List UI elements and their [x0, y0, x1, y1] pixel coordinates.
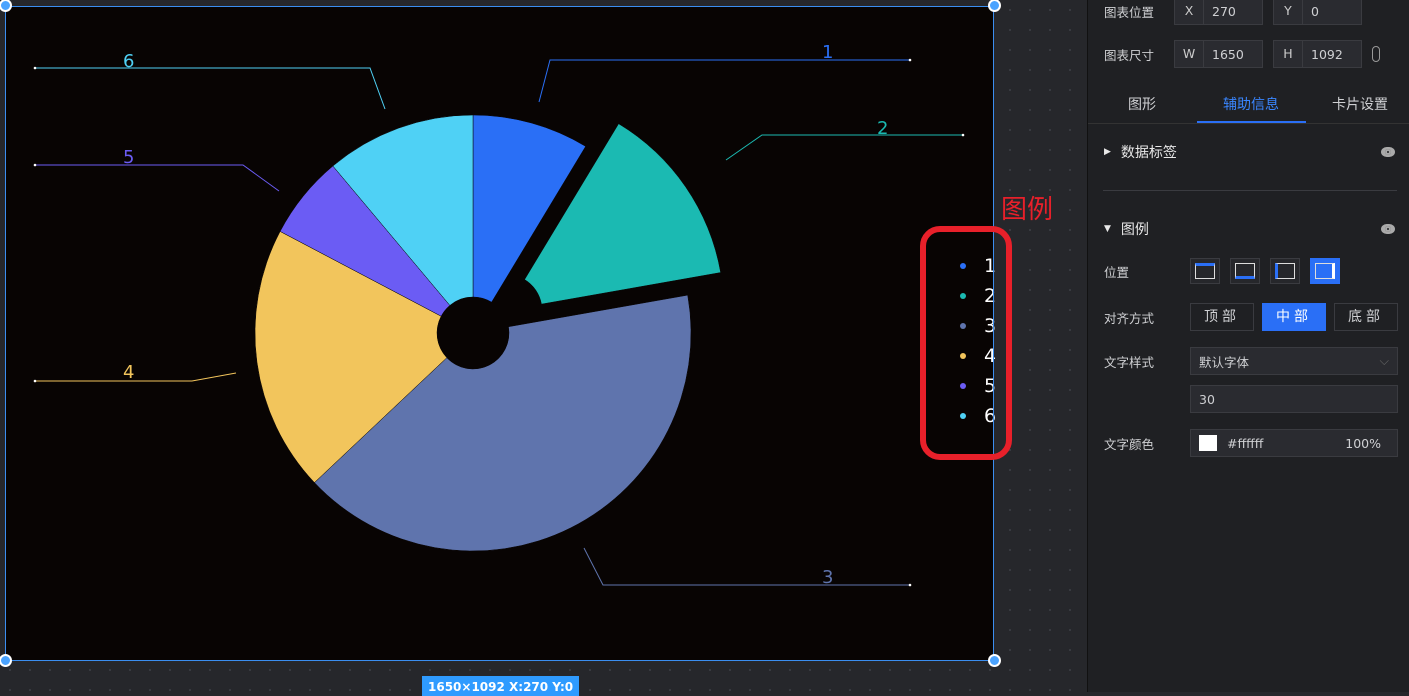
resize-handle-top-right[interactable] [988, 0, 1001, 12]
panel-tabs: 图形 辅助信息 卡片设置 [1088, 88, 1409, 124]
annotation-label: 图例 [1001, 195, 1054, 225]
color-swatch[interactable] [1199, 435, 1217, 451]
divider [1103, 190, 1397, 191]
pie-slice-1[interactable] [472, 114, 586, 303]
height-input[interactable]: H 1092 [1273, 40, 1362, 68]
tab-graphic[interactable]: 图形 [1128, 97, 1156, 113]
legend-section-title: 图例 [1120, 222, 1149, 238]
position-label: 图表位置 [1104, 4, 1155, 20]
leader-end-dot [908, 58, 912, 62]
data-label-3: 3 [822, 567, 833, 588]
caret-down-icon: ▼ [1104, 224, 1111, 234]
align-label: 对齐方式 [1104, 310, 1155, 326]
pie-slice-6[interactable] [332, 114, 474, 306]
resize-handle-bottom-left[interactable] [0, 654, 12, 667]
font-family-select[interactable]: 默认字体 ⌵ [1190, 347, 1398, 375]
leader-end-dot [33, 163, 37, 167]
y-key: Y [1274, 0, 1303, 24]
lock-ratio-icon[interactable] [1372, 46, 1380, 62]
legend-position-left[interactable] [1270, 258, 1300, 284]
h-value: 1092 [1311, 46, 1343, 62]
align-top-button[interactable]: 顶部 [1190, 303, 1254, 331]
pie-slice-2[interactable] [524, 123, 721, 305]
font-family-value: 默认字体 [1199, 354, 1250, 370]
leader-line-2 [725, 134, 963, 161]
width-input[interactable]: W 1650 [1174, 40, 1263, 68]
text-color-value: #ffffff [1227, 435, 1264, 451]
h-key: H [1274, 41, 1303, 67]
text-color-label: 文字颜色 [1104, 436, 1155, 452]
resize-handle-top-left[interactable] [0, 0, 12, 12]
chart-canvas[interactable]: 1 2 3 4 5 6 1 2 3 4 5 6 [5, 6, 996, 660]
legend-dot-icon [960, 323, 966, 329]
caret-right-icon: ▶ [1104, 147, 1111, 157]
legend-position-bottom[interactable] [1230, 258, 1260, 284]
align-middle-button[interactable]: 中部 [1262, 303, 1326, 331]
leader-line-4 [35, 372, 237, 382]
data-label-section-header[interactable]: ▶ 数据标签 [1104, 142, 1177, 162]
font-size-value: 30 [1199, 391, 1215, 407]
resize-handle-bottom-right[interactable] [988, 654, 1001, 667]
leader-line-1 [538, 59, 910, 103]
legend-dot-icon [960, 263, 966, 269]
w-key: W [1175, 41, 1204, 67]
data-label-section-title: 数据标签 [1120, 145, 1177, 161]
legend-dot-icon [960, 353, 966, 359]
legend-dot-icon [960, 413, 966, 419]
w-value: 1650 [1212, 46, 1244, 62]
eye-icon[interactable] [1381, 147, 1395, 157]
legend-section-header[interactable]: ▼ 图例 [1104, 219, 1149, 239]
legend-dot-icon [960, 383, 966, 389]
leader-end-dot [33, 66, 37, 70]
data-label-2: 2 [877, 118, 888, 139]
tab-card-settings[interactable]: 卡片设置 [1332, 97, 1388, 113]
leader-line-3 [583, 547, 910, 586]
text-opacity-value: 100% [1345, 435, 1381, 451]
x-key: X [1175, 0, 1204, 24]
annotation-highlight-box [920, 226, 1012, 460]
legend-position-label: 位置 [1104, 264, 1130, 280]
leader-end-dot [33, 379, 37, 383]
pie-chart: 1 2 3 4 5 6 [33, 42, 965, 588]
align-bottom-button[interactable]: 底部 [1334, 303, 1398, 331]
size-label: 图表尺寸 [1104, 47, 1155, 63]
size-badge: 1650×1092 X:270 Y:0 [422, 676, 580, 696]
data-label-4: 4 [123, 362, 134, 383]
font-style-label: 文字样式 [1104, 354, 1155, 370]
pie-slice-3[interactable] [314, 294, 692, 552]
eye-icon[interactable] [1381, 224, 1395, 234]
tab-auxiliary[interactable]: 辅助信息 [1223, 97, 1279, 113]
active-tab-indicator [1197, 121, 1306, 123]
x-value: 270 [1212, 3, 1236, 19]
x-input[interactable]: X 270 [1174, 0, 1263, 25]
legend-position-top[interactable] [1190, 258, 1220, 284]
data-label-6: 6 [123, 51, 134, 72]
leader-line-6 [35, 67, 386, 110]
chevron-down-icon: ⌵ [1379, 353, 1389, 368]
leader-end-dot [908, 583, 912, 587]
font-size-input[interactable]: 30 [1190, 385, 1398, 413]
data-label-5: 5 [123, 147, 134, 168]
leader-end-dot [961, 133, 965, 137]
y-value: 0 [1311, 3, 1319, 19]
data-label-1: 1 [822, 42, 833, 63]
leader-line-5 [35, 164, 280, 192]
legend-dot-icon [960, 293, 966, 299]
legend-position-right[interactable] [1310, 258, 1340, 284]
text-color-input[interactable]: #ffffff 100% [1190, 429, 1398, 457]
